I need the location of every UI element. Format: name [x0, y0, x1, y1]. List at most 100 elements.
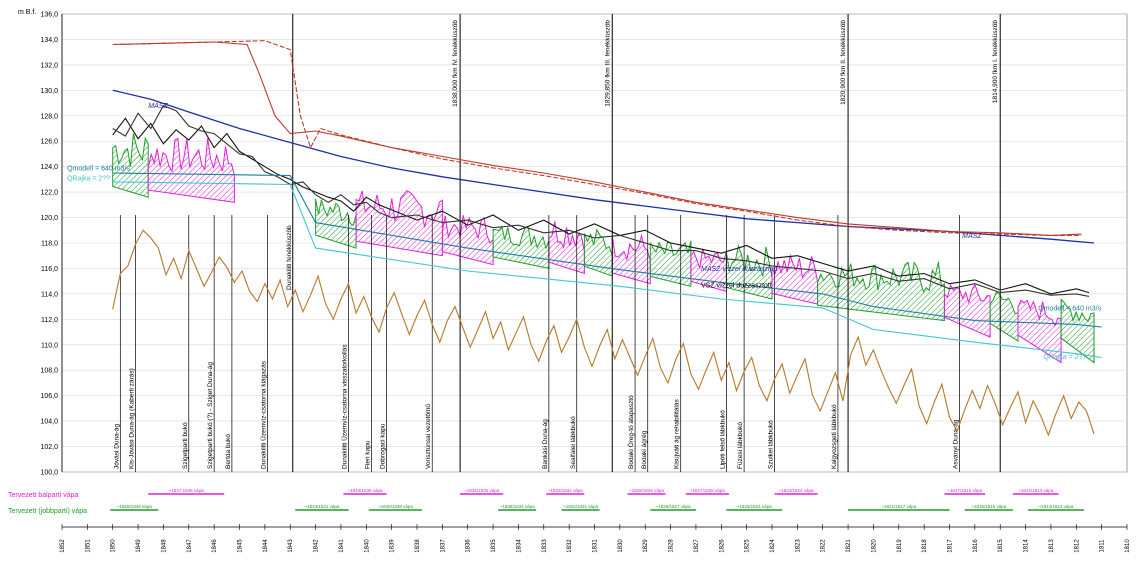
right-bank-hollow-area [989, 291, 1019, 342]
structure-marker-label: Lipóti felső lábkbukó [719, 410, 726, 469]
y-tick-label: 134,0 [40, 37, 58, 44]
legend-bar-label: ~1847,1846 vápa [169, 488, 204, 493]
x-tick-label: 1826 [719, 539, 725, 553]
structure-marker-label: Kalgyozsgeti lábkbukó [831, 404, 838, 469]
x-tick-label: 1811 [1100, 539, 1106, 553]
series-line [112, 181, 1102, 359]
x-axis: 1852 1851 1850 1849 1848 1847 1846 1845 1844 1843… [60, 524, 1131, 553]
x-tick-label: 1852 [60, 539, 66, 553]
x-tick-label: 1835 [491, 539, 497, 553]
x-tick-label: 1824 [770, 539, 776, 553]
y-tick-label: 124,0 [40, 164, 58, 171]
x-tick-label: 1849 [136, 539, 142, 553]
structure-marker-label: Bankási Duna-ág [542, 419, 549, 469]
chart-annotation: Qmodell = 640 m3/s [67, 165, 130, 172]
y-tick-label: 108,0 [40, 368, 58, 375]
structure-marker-label: Szulkei lábkbukó [768, 420, 775, 469]
y-tick-label: 106,0 [40, 393, 58, 400]
legend-row-label: Tervezett (jobbparti) vápa [8, 508, 87, 515]
x-tick-label: 1837 [440, 539, 446, 553]
legend-bar-label: ~1814/1813 vápa [1018, 488, 1053, 493]
structure-marker-label: Kis-Jóvási Duna-ág (Kaberti zárás) [129, 368, 136, 469]
series-line [112, 41, 1082, 236]
y-tick-label: 128,0 [40, 113, 58, 120]
x-tick-label: 1818 [922, 539, 928, 553]
x-tick-label: 1842 [314, 539, 320, 553]
x-tick-label: 1810 [1125, 539, 1131, 553]
legend-bar-label: ~1836/1835 vápa [464, 488, 499, 493]
x-tick-label: 1846 [212, 539, 218, 553]
y-tick-label: 110,0 [41, 342, 58, 349]
x-tick-label: 1827 [694, 539, 700, 553]
sill-marker-label: 1820,900 fkm II. fenékküszöb [840, 20, 847, 105]
chart-annotation: QRajka = 2?? [67, 176, 110, 183]
legend-bar-label: ~1829/1827 vápa [656, 504, 691, 509]
structure-marker-label: Kisújváti ág rehabilitálás [674, 399, 681, 469]
structure-marker-label: Dunakiliti Üzemvíz-csatorna kiágazás [259, 360, 267, 469]
structure-marker-label: Vorisztúnsai vezetőmű [425, 404, 432, 469]
structure-marker-label: Jóvási Duna-ág [113, 423, 120, 469]
y-tick-label: 126,0 [40, 139, 58, 146]
legend-bar-label: ~1840/1838 vápa [378, 504, 413, 509]
structure-marker-label: Szigetparti bukó (?) - Sziget Duna-ág [207, 362, 214, 469]
legend-bar-label: ~1827/1826 vápa [690, 488, 725, 493]
annotations: MÁSZ MÁSZ Qmodell = 640 m3/s QRajka = 2?? Qm… [67, 101, 1102, 361]
legend-bar-label: ~1840/1839 vápa [348, 488, 383, 493]
x-tick-label: 1851 [85, 539, 91, 553]
series-line [112, 172, 1102, 328]
structure-marker-label: Dobrogaci kapu [380, 423, 387, 469]
x-tick-label: 1823 [795, 539, 801, 553]
vertical-markers: Dunakiliti fenékküszöb 1838,000 fkm IV. f… [113, 14, 1001, 472]
x-tick-label: 1815 [998, 539, 1004, 553]
left-bank-hollow-area [943, 283, 991, 338]
structure-marker-label: Szigetparti bukó [182, 422, 189, 469]
fill-areas [112, 133, 1095, 364]
legend-bar-label: ~1832/1831 vápa [563, 504, 598, 509]
series-line [112, 104, 1090, 297]
sill-marker-label: 1814,900 fkm I. fenékküszöb [992, 20, 999, 103]
chart-annotation: MÁSZ [148, 101, 168, 110]
x-tick-label: 1812 [1074, 539, 1080, 553]
x-tick-label: 1819 [897, 539, 903, 553]
structure-marker-label: Sealfalei lábkbukó [570, 416, 577, 469]
grid [61, 13, 1128, 473]
y-tick-label: 114,0 [41, 291, 58, 298]
y-axis-unit: m B.f. [18, 9, 36, 16]
sill-marker-label: 1838,000 fkm IV. fenékküszöb [452, 20, 459, 107]
y-tick-label: 100,0 [40, 470, 58, 477]
chart-annotation: QRajka = 2?? [1043, 354, 1086, 361]
chart-annotation: MÁSZ [962, 231, 982, 240]
y-tick-label: 120,0 [40, 215, 58, 222]
x-tick-label: 1817 [948, 539, 954, 553]
right-bank-hollow-area [817, 261, 945, 322]
left-bank-hollow-area [441, 215, 494, 266]
legend-bar-label: ~1850/1849 vápa [117, 504, 152, 509]
x-tick-label: 1821 [846, 539, 852, 553]
series-line [112, 117, 1090, 295]
legend-bar-label: ~1817/1816 vápa [947, 488, 982, 493]
legend-bar-label: ~1824/1823 vápa [779, 488, 814, 493]
legend-bar-label: ~1821/1817 vápa [881, 504, 916, 509]
chart-annotation: MÁSZ vízzel duzzasztott [701, 264, 779, 273]
structure-marker-label: Bodaki ágrég [641, 430, 648, 469]
y-tick-label: 136,0 [40, 12, 58, 19]
legend-bar-label: ~1814/1812 vápa [1039, 504, 1074, 509]
legend-row-label: Tervezett balparti vápa [8, 492, 79, 499]
legend-bar-label: ~1843/1841 vápa [304, 504, 339, 509]
x-tick-label: 1844 [263, 539, 269, 553]
x-tick-label: 1832 [567, 539, 573, 553]
legend-bar-label: ~1816/1815 vápa [971, 504, 1006, 509]
x-tick-label: 1850 [111, 539, 117, 553]
structure-marker-label: Fieri kapu [364, 440, 371, 469]
x-tick-label: 1831 [593, 539, 599, 553]
left-bank-hollow-area [147, 137, 235, 203]
x-tick-label: 1830 [618, 539, 624, 553]
x-tick-label: 1834 [516, 539, 522, 553]
y-tick-label: 104,0 [40, 419, 58, 426]
sill-marker-label: Dunakiliti fenékküszöb [286, 225, 293, 290]
x-tick-label: 1845 [238, 539, 244, 553]
legend-bar-label: ~1835/1834 vápa [500, 504, 535, 509]
chart-annotation: Qmodell = 640 m3/s [1038, 305, 1101, 312]
y-axis: m B.f. 136,0 134,0 132,0 130,0 128,0 126,0 124… [18, 9, 63, 477]
